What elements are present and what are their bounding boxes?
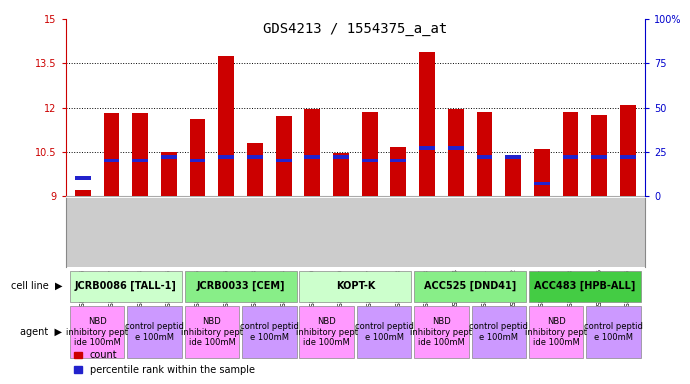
Bar (562, 155, 578, 159)
Text: GDS4213 / 1554375_a_at: GDS4213 / 1554375_a_at (263, 23, 448, 36)
Bar (127, 306, 181, 358)
Bar (620, 104, 635, 196)
Bar (276, 159, 291, 162)
Bar (591, 115, 607, 196)
Text: control peptid
e 100mM: control peptid e 100mM (469, 323, 529, 342)
Bar (391, 147, 406, 196)
Bar (448, 146, 464, 150)
Bar (620, 155, 635, 159)
Bar (333, 153, 349, 196)
Legend: count, percentile rank within the sample: count, percentile rank within the sample (70, 346, 259, 379)
Bar (104, 159, 119, 162)
Bar (477, 155, 493, 159)
Bar (242, 306, 297, 358)
Text: ACC525 [DND41]: ACC525 [DND41] (424, 281, 516, 291)
Text: JCRB0086 [TALL-1]: JCRB0086 [TALL-1] (75, 281, 177, 291)
Bar (362, 112, 377, 196)
Bar (529, 270, 641, 302)
Bar (414, 270, 526, 302)
Bar (562, 112, 578, 196)
Text: NBD
inhibitory pept
ide 100mM: NBD inhibitory pept ide 100mM (411, 317, 473, 347)
Bar (591, 155, 607, 159)
Bar (276, 116, 291, 196)
Bar (534, 149, 550, 196)
Bar (161, 152, 177, 196)
Bar (161, 155, 177, 159)
Bar (529, 306, 584, 358)
Bar (362, 159, 377, 162)
Bar (534, 182, 550, 185)
Text: KOPT-K: KOPT-K (335, 281, 375, 291)
Bar (391, 159, 406, 162)
Text: control peptid
e 100mM: control peptid e 100mM (584, 323, 643, 342)
Bar (190, 119, 206, 196)
Text: cell line  ▶: cell line ▶ (10, 281, 62, 291)
Text: NBD
inhibitory pept
ide 100mM: NBD inhibitory pept ide 100mM (525, 317, 587, 347)
Text: agent  ▶: agent ▶ (20, 327, 62, 337)
Bar (505, 156, 521, 196)
Bar (420, 51, 435, 196)
Bar (299, 270, 411, 302)
Bar (477, 112, 493, 196)
Bar (75, 176, 90, 180)
Bar (414, 306, 469, 358)
Bar (104, 113, 119, 196)
Bar (333, 155, 349, 159)
Bar (471, 306, 526, 358)
Bar (299, 306, 354, 358)
Bar (185, 306, 239, 358)
Bar (505, 155, 521, 159)
Bar (70, 306, 124, 358)
Bar (75, 190, 90, 196)
Bar (70, 270, 181, 302)
Bar (586, 306, 641, 358)
Bar (304, 155, 320, 159)
Bar (247, 155, 263, 159)
Text: control peptid
e 100mM: control peptid e 100mM (240, 323, 299, 342)
Bar (247, 143, 263, 196)
Bar (218, 155, 234, 159)
Text: NBD
inhibitory pept
ide 100mM: NBD inhibitory pept ide 100mM (181, 317, 243, 347)
Bar (190, 159, 206, 162)
Text: NBD
inhibitory pept
ide 100mM: NBD inhibitory pept ide 100mM (66, 317, 128, 347)
Bar (357, 306, 411, 358)
Bar (132, 113, 148, 196)
Bar (420, 146, 435, 150)
Bar (218, 56, 234, 196)
Bar (304, 109, 320, 196)
Bar (448, 109, 464, 196)
Text: NBD
inhibitory pept
ide 100mM: NBD inhibitory pept ide 100mM (295, 317, 357, 347)
Text: control peptid
e 100mM: control peptid e 100mM (355, 323, 413, 342)
Text: ACC483 [HPB-ALL]: ACC483 [HPB-ALL] (534, 281, 635, 291)
Bar (185, 270, 297, 302)
Text: control peptid
e 100mM: control peptid e 100mM (125, 323, 184, 342)
Text: JCRB0033 [CEM]: JCRB0033 [CEM] (197, 281, 285, 291)
Bar (132, 159, 148, 162)
